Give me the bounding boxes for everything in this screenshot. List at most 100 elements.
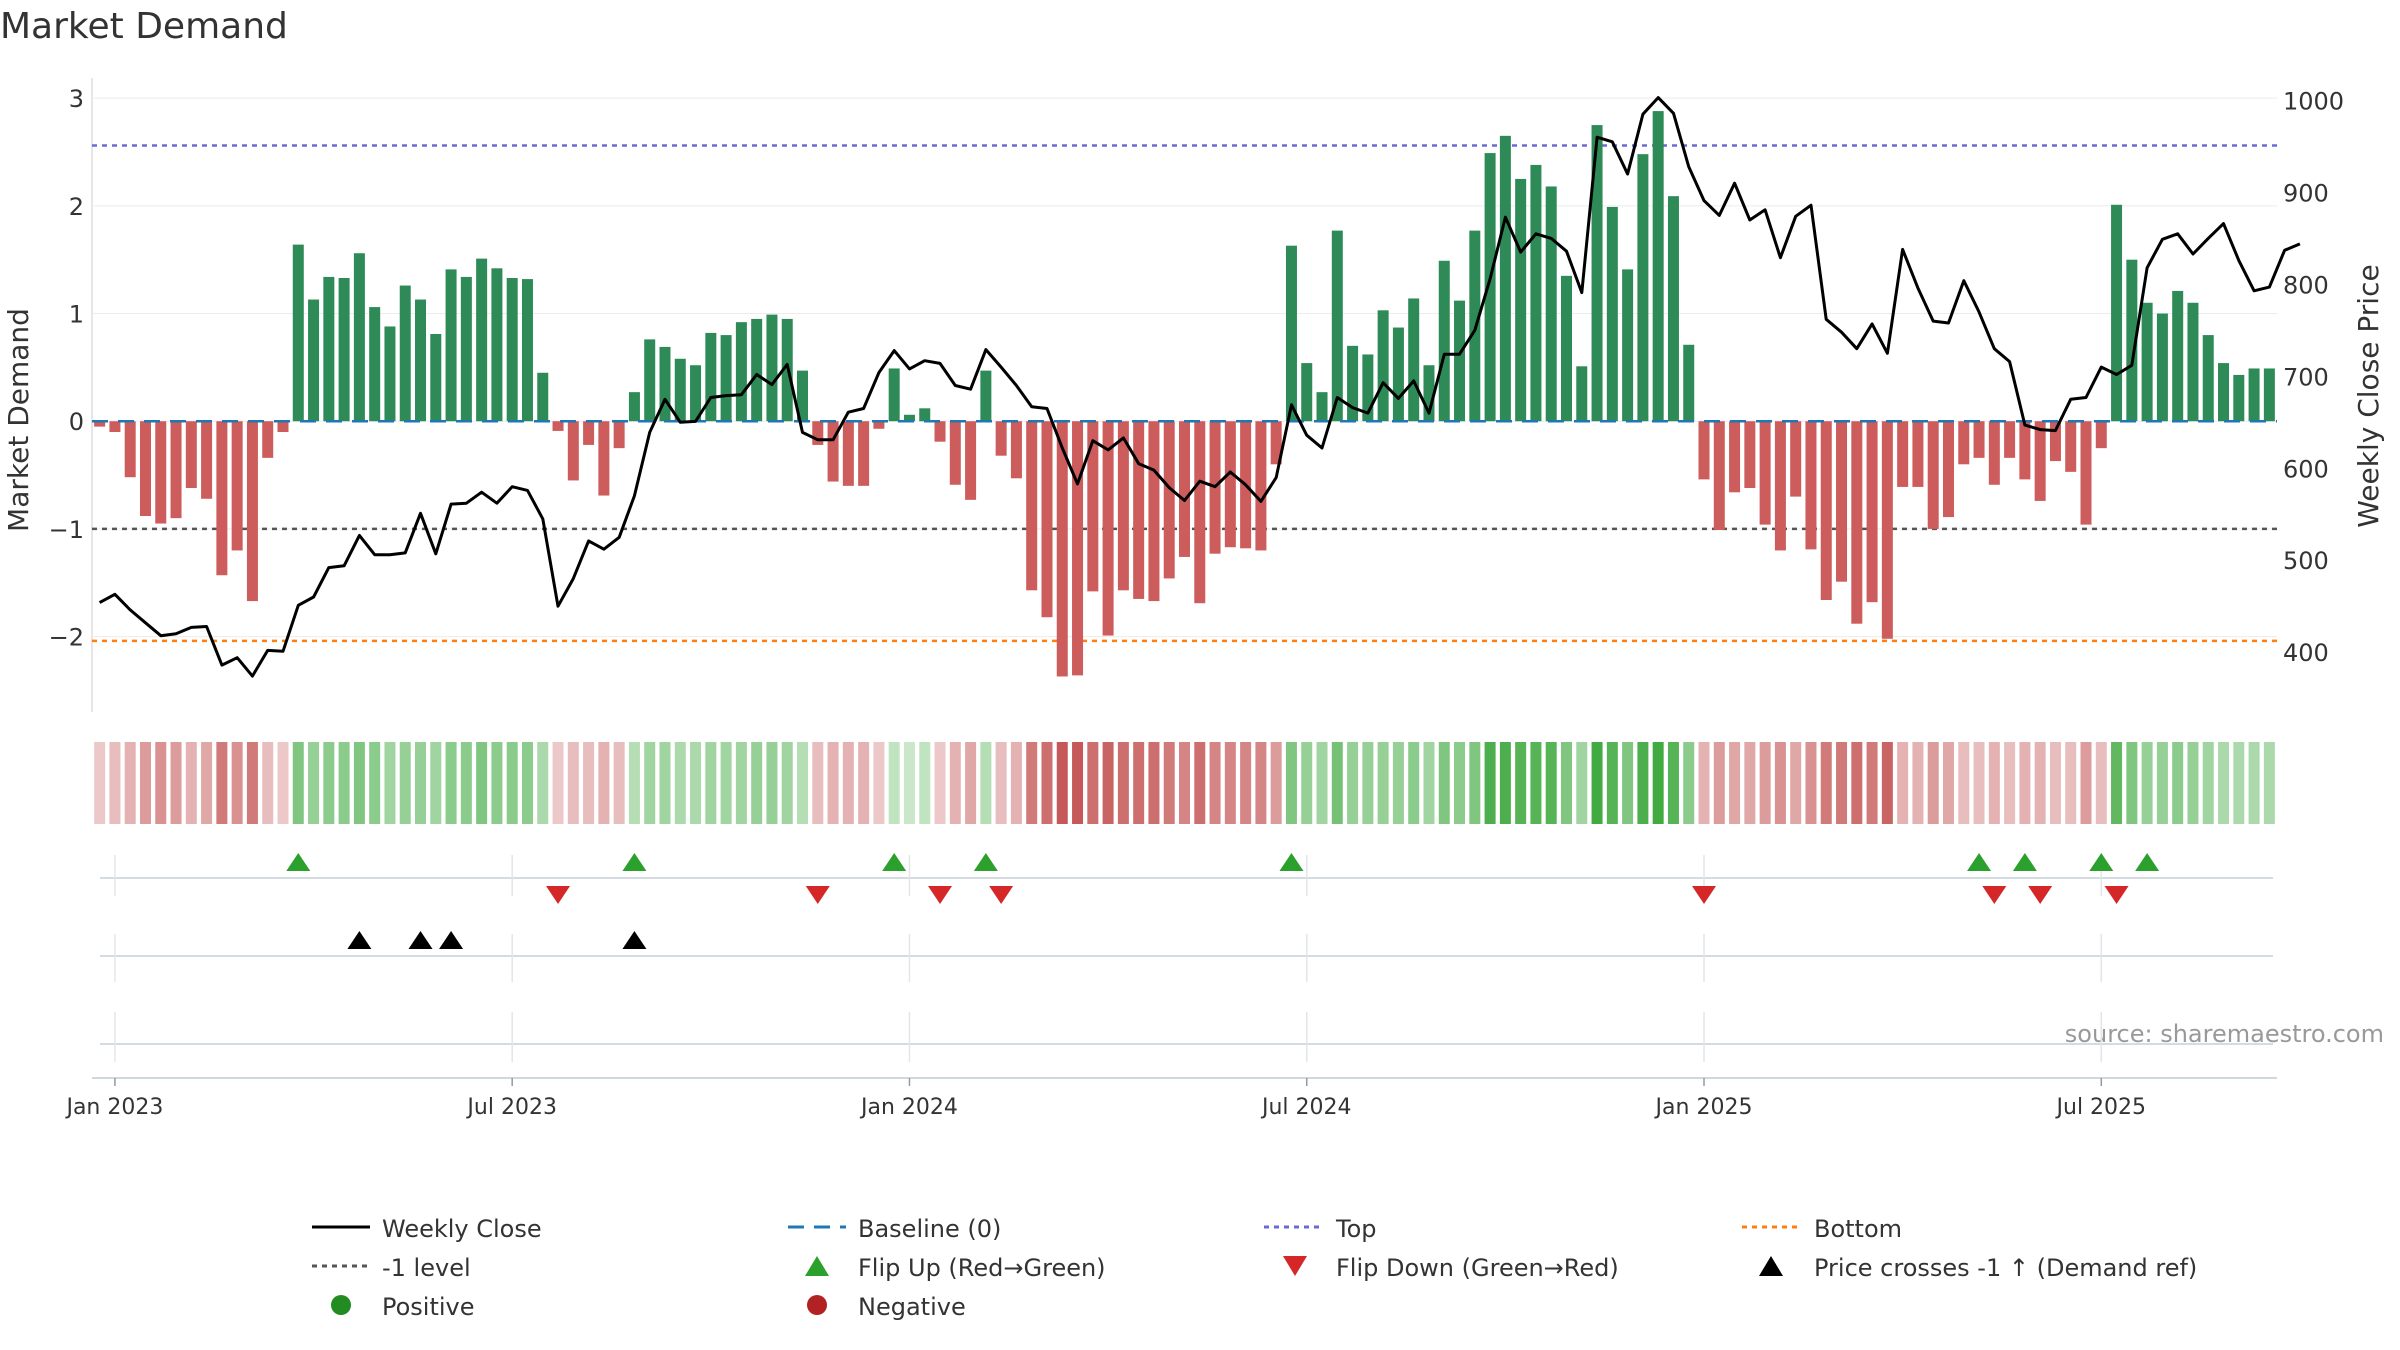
positive-demand-bar bbox=[1515, 178, 1527, 422]
heat-cell-positive bbox=[491, 742, 503, 824]
negative-demand-bar bbox=[109, 421, 121, 432]
negative-demand-bar bbox=[1041, 421, 1053, 618]
negative-demand-bar bbox=[185, 421, 197, 488]
heat-cell-positive bbox=[1606, 742, 1618, 824]
negative-demand-bar bbox=[995, 421, 1007, 456]
heat-cell-negative bbox=[231, 742, 243, 824]
negative-demand-bar bbox=[613, 421, 625, 449]
negative-demand-bar bbox=[2095, 421, 2107, 449]
positive-demand-bar bbox=[1545, 186, 1557, 422]
heat-cell-negative bbox=[1698, 742, 1710, 824]
legend-negative: Negative bbox=[807, 1293, 966, 1321]
right-axis-ticks: 1000 900 800 700 600 500 400 bbox=[2283, 87, 2344, 667]
negative-demand-bar bbox=[1270, 421, 1282, 465]
x-tick-label: Jul 2024 bbox=[1260, 1095, 1352, 1120]
heat-cell-negative bbox=[949, 742, 961, 824]
heat-cell-positive bbox=[1408, 742, 1420, 824]
left-axis-label: Market Demand bbox=[2, 308, 35, 532]
left-tick-label: 1 bbox=[69, 301, 84, 329]
positive-demand-bar bbox=[888, 368, 900, 422]
heat-cell-positive bbox=[2187, 742, 2199, 824]
right-tick-label: 500 bbox=[2283, 547, 2329, 575]
flip-down-icon bbox=[1283, 1256, 1307, 1276]
heat-cell-negative bbox=[1240, 742, 1252, 824]
heat-cell-positive bbox=[338, 742, 350, 824]
heat-cell-negative bbox=[1958, 742, 1970, 824]
negative-demand-bar bbox=[583, 421, 595, 445]
positive-demand-bar bbox=[2126, 259, 2138, 422]
left-tick-label: −1 bbox=[49, 516, 84, 544]
heat-cell-positive bbox=[720, 742, 732, 824]
heat-cell-negative bbox=[2034, 742, 2046, 824]
heat-cell-positive bbox=[1545, 742, 1557, 824]
heat-cell-negative bbox=[216, 742, 228, 824]
heat-cell-negative bbox=[842, 742, 854, 824]
positive-demand-bar bbox=[735, 322, 747, 422]
positive-demand-bar bbox=[1560, 275, 1572, 422]
negative-demand-bar bbox=[262, 421, 274, 458]
positive-demand-bar bbox=[1347, 345, 1359, 422]
flip-down-marker bbox=[1982, 886, 2007, 904]
positive-demand-bar bbox=[659, 346, 671, 422]
heat-cell-positive bbox=[2126, 742, 2138, 824]
heat-cell-positive bbox=[460, 742, 472, 824]
positive-demand-bar bbox=[2218, 363, 2230, 422]
legend-minus-one: -1 level bbox=[312, 1254, 471, 1282]
left-tick-label: 3 bbox=[69, 85, 84, 113]
heat-cell-positive bbox=[506, 742, 518, 824]
right-tick-label: 1000 bbox=[2283, 87, 2344, 115]
heat-cell-negative bbox=[1026, 742, 1038, 824]
heat-cell-positive bbox=[1683, 742, 1695, 824]
negative-demand-bar bbox=[567, 421, 579, 481]
negative-demand-bar bbox=[139, 421, 151, 516]
flip-up-marker bbox=[622, 853, 647, 871]
heat-cell-positive bbox=[1423, 742, 1435, 824]
negative-demand-bar bbox=[965, 421, 977, 500]
negative-demand-bar bbox=[1698, 421, 1710, 480]
heat-cell-negative bbox=[1988, 742, 2000, 824]
negative-demand-bar bbox=[2065, 421, 2077, 472]
left-tick-label: 0 bbox=[69, 408, 84, 436]
negative-demand-bar bbox=[2034, 421, 2046, 501]
heat-cell-negative bbox=[858, 742, 870, 824]
heat-cell-positive bbox=[735, 742, 747, 824]
heat-cell-positive bbox=[628, 742, 640, 824]
positive-demand-bar bbox=[338, 278, 350, 422]
legend-bottom: Bottom bbox=[1742, 1215, 1902, 1243]
heat-cell-negative bbox=[1805, 742, 1817, 824]
negative-demand-bar bbox=[155, 421, 167, 524]
heat-cell-negative bbox=[1836, 742, 1848, 824]
heat-cell-negative bbox=[1866, 742, 1878, 824]
heat-cell-positive bbox=[1285, 742, 1297, 824]
negative-demand-bar bbox=[216, 421, 228, 576]
heat-cell-positive bbox=[1438, 742, 1450, 824]
negative-demand-bar bbox=[2049, 421, 2061, 462]
price-cross-marker bbox=[347, 931, 372, 949]
heat-cell-positive bbox=[751, 742, 763, 824]
heat-cell-positive bbox=[797, 742, 809, 824]
negative-demand-bar bbox=[1851, 421, 1863, 624]
heat-cell-positive bbox=[1301, 742, 1313, 824]
x-tick-label: Jul 2025 bbox=[2055, 1095, 2147, 1120]
positive-demand-bar bbox=[1285, 245, 1297, 422]
positive-demand-bar bbox=[323, 276, 335, 422]
heat-cell-negative bbox=[1851, 742, 1863, 824]
heat-cell-negative bbox=[2080, 742, 2092, 824]
positive-demand-bar bbox=[308, 299, 320, 422]
positive-demand-bar bbox=[919, 408, 931, 422]
negative-demand-bar bbox=[201, 421, 213, 499]
heat-cell-negative bbox=[1163, 742, 1175, 824]
positive-demand-bar bbox=[506, 278, 518, 422]
heat-cell-positive bbox=[521, 742, 533, 824]
heat-cell-negative bbox=[2065, 742, 2077, 824]
positive-demand-bar bbox=[1591, 125, 1603, 422]
heat-cell-positive bbox=[2263, 742, 2275, 824]
heat-cell-negative bbox=[124, 742, 136, 824]
heat-cell-positive bbox=[919, 742, 931, 824]
positive-demand-bar bbox=[1683, 344, 1695, 422]
positive-demand-bar bbox=[1576, 366, 1588, 422]
negative-demand-bar bbox=[1178, 421, 1191, 557]
heat-cell-negative bbox=[812, 742, 824, 824]
positive-demand-bar bbox=[1331, 230, 1343, 422]
